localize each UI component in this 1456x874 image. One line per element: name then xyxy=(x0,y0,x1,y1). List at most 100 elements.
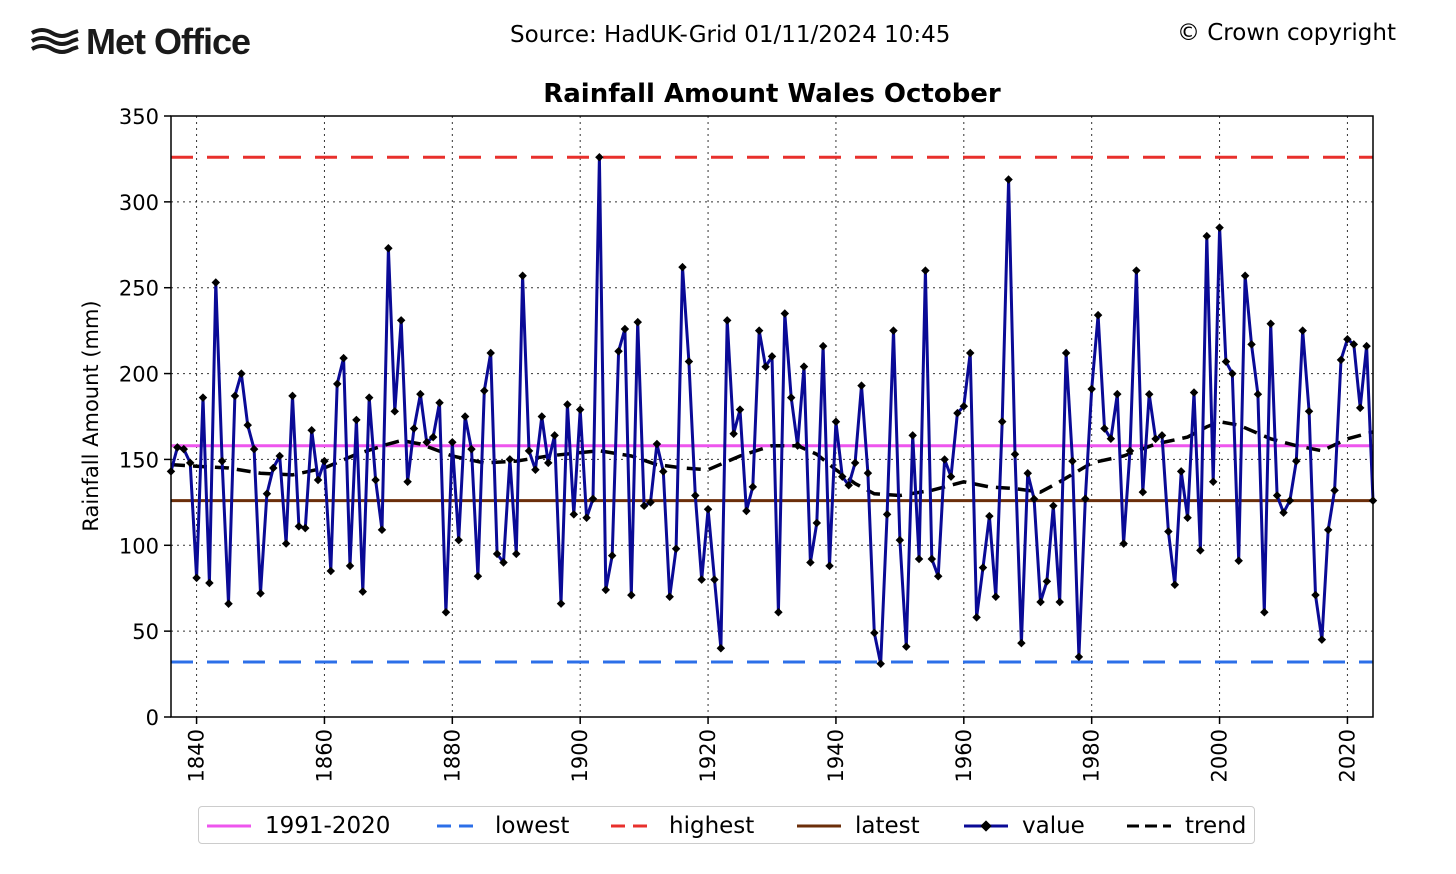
value-point xyxy=(761,362,770,371)
y-tick-label: 250 xyxy=(119,277,159,301)
x-tick-label: 1880 xyxy=(440,729,464,782)
value-point xyxy=(652,439,662,449)
value-point xyxy=(1215,223,1224,232)
value-point xyxy=(256,589,265,598)
value-point xyxy=(281,539,291,548)
value-point xyxy=(786,393,796,402)
value-point xyxy=(550,431,559,440)
value-point xyxy=(850,458,860,468)
value-point xyxy=(1068,456,1077,466)
value-point xyxy=(1311,590,1320,600)
value-point xyxy=(895,535,905,545)
value-point xyxy=(179,444,189,454)
x-tick-label: 2020 xyxy=(1335,729,1359,782)
value-point xyxy=(492,549,502,559)
value-point xyxy=(1010,450,1020,459)
trend-series xyxy=(170,419,1374,498)
value-point xyxy=(460,412,470,421)
value-point xyxy=(1336,355,1346,365)
x-tick-label: 1980 xyxy=(1080,729,1104,782)
value-point xyxy=(1304,407,1314,416)
x-tick-label: 1960 xyxy=(952,729,976,782)
value-point xyxy=(1055,597,1064,607)
value-point xyxy=(544,458,553,468)
value-point xyxy=(1317,635,1327,644)
y-tick-label: 300 xyxy=(119,191,159,215)
trend-line xyxy=(170,419,1374,498)
value-point xyxy=(320,456,329,466)
value-point xyxy=(902,642,911,651)
value-point xyxy=(863,468,873,478)
value-point xyxy=(908,431,917,440)
value-point xyxy=(1151,434,1160,444)
value-point xyxy=(1355,403,1365,413)
value-point xyxy=(1279,508,1288,517)
value-point xyxy=(1144,389,1154,399)
value-point xyxy=(601,585,610,595)
value-point xyxy=(703,504,713,514)
y-tick-label: 200 xyxy=(119,363,159,387)
y-tick-label: 0 xyxy=(146,706,159,730)
value-point xyxy=(1004,175,1013,184)
value-point xyxy=(1138,487,1148,497)
value-point xyxy=(352,415,361,425)
value-point xyxy=(467,444,476,454)
logo-text: Met Office xyxy=(86,21,251,62)
value-point xyxy=(1023,468,1032,478)
value-point xyxy=(889,326,898,335)
value-point xyxy=(972,613,981,622)
value-point xyxy=(416,389,425,399)
value-point xyxy=(882,510,892,519)
value-point xyxy=(831,417,841,426)
value-point xyxy=(774,608,783,617)
value-point xyxy=(927,554,937,564)
value-point xyxy=(358,587,368,596)
value-point xyxy=(249,444,259,454)
value-point xyxy=(671,544,681,553)
value-point xyxy=(1292,456,1301,466)
value-point xyxy=(313,475,323,485)
value-point xyxy=(301,523,310,533)
value-point xyxy=(965,348,975,358)
value-point xyxy=(1119,539,1128,548)
value-point xyxy=(582,513,591,523)
value-point xyxy=(876,659,885,669)
legend-item-highest: highest xyxy=(611,807,754,845)
value-point xyxy=(384,243,393,253)
value-point xyxy=(518,271,527,280)
value-point xyxy=(780,309,790,318)
legend-swatch-latest xyxy=(797,824,841,828)
value-point xyxy=(614,346,623,356)
legend-swatch-value xyxy=(964,820,1008,832)
y-tick-label: 50 xyxy=(132,620,159,644)
value-point xyxy=(1164,527,1173,536)
legend-item-value: value xyxy=(964,807,1085,845)
value-point xyxy=(620,324,630,334)
value-point xyxy=(1362,341,1371,351)
value-point xyxy=(524,446,534,456)
value-point xyxy=(1260,608,1269,617)
value-point xyxy=(665,592,674,602)
value-point xyxy=(480,386,489,395)
value-point xyxy=(205,578,214,588)
x-tick-label: 2000 xyxy=(1208,729,1232,782)
value-point xyxy=(307,425,316,435)
value-point xyxy=(914,554,924,564)
value-point xyxy=(1074,652,1084,662)
value-point xyxy=(396,316,406,325)
value-point xyxy=(243,420,252,430)
source-text: Source: HadUK-Grid 01/11/2024 10:45 xyxy=(510,22,951,48)
chart-title: Rainfall Amount Wales October xyxy=(543,79,1001,109)
value-point xyxy=(1106,434,1116,444)
value-point xyxy=(735,405,745,414)
x-tick-label: 1940 xyxy=(824,729,848,782)
value-point xyxy=(326,566,336,576)
legend-item-latest: latest xyxy=(797,807,920,845)
value-point xyxy=(997,417,1007,426)
value-point xyxy=(486,348,495,358)
value-point xyxy=(754,326,764,335)
value-point xyxy=(1125,446,1135,456)
value-point xyxy=(1234,556,1243,565)
value-point xyxy=(1157,431,1167,440)
value-point xyxy=(1253,389,1263,399)
